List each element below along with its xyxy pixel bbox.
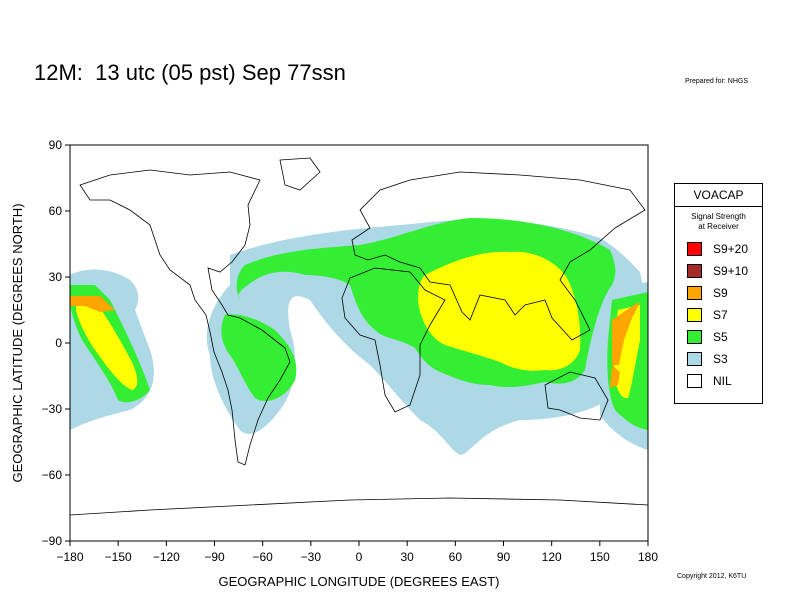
legend-label: S9+20 <box>713 242 749 256</box>
x-tick-label: 0 <box>356 550 363 564</box>
legend-swatch <box>687 286 702 300</box>
x-tick-label: 120 <box>542 550 562 564</box>
map-title: 12M: 13 utc (05 pst) Sep 77ssn <box>34 60 346 85</box>
x-tick-label: −180 <box>56 550 83 564</box>
antarctica-outline <box>70 497 648 516</box>
legend-item-s9: S9 <box>675 282 762 304</box>
y-axis-label: GEOGRAPHIC LATITUDE (DEGREES NORTH) <box>10 203 25 482</box>
legend-item-s7: S7 <box>675 304 762 326</box>
legend-label: S5 <box>713 330 728 344</box>
legend-swatch <box>687 308 702 322</box>
coverage-s7 <box>76 251 640 399</box>
legend-label: S9+10 <box>713 264 749 278</box>
x-tick-label: −90 <box>204 550 225 564</box>
coastlines <box>70 157 648 516</box>
x-tick-label: −150 <box>105 550 132 564</box>
australia-outline <box>544 371 609 421</box>
y-tick-label: −30 <box>42 402 63 416</box>
legend-swatch <box>687 374 702 388</box>
y-axis-ticks: 90 60 30 0 −30 −60 −90 <box>42 138 70 548</box>
legend-item-nil: NIL <box>675 370 762 392</box>
legend: VOACAP Signal Strength at Receiver S9+20… <box>674 183 763 404</box>
y-tick-label: 0 <box>55 336 62 350</box>
legend-swatch <box>687 264 702 278</box>
x-axis-label: GEOGRAPHIC LONGITUDE (DEGREES EAST) <box>219 574 500 589</box>
copyright-note: Copyright 2012, K6TU <box>677 573 747 580</box>
x-tick-label: −60 <box>252 550 273 564</box>
legend-swatch <box>687 330 702 344</box>
coverage-layers <box>70 157 648 516</box>
legend-item-s9-10: S9+10 <box>675 260 762 282</box>
y-tick-label: 60 <box>49 204 63 218</box>
legend-swatch <box>687 352 702 366</box>
y-tick-label: 30 <box>49 270 63 284</box>
legend-item-s9-20: S9+20 <box>675 238 762 260</box>
x-tick-label: 150 <box>590 550 610 564</box>
legend-item-s5: S5 <box>675 326 762 348</box>
legend-label: NIL <box>713 374 732 388</box>
legend-label: S9 <box>713 286 728 300</box>
x-tick-label: 60 <box>449 550 463 564</box>
americas-outline <box>79 169 291 466</box>
legend-label: S7 <box>713 308 728 322</box>
x-tick-label: −120 <box>153 550 180 564</box>
prepared-for-note: Prepared for: NHGS <box>685 78 749 85</box>
legend-subtitle-line2: at Receiver <box>698 222 739 231</box>
x-tick-label: 30 <box>400 550 414 564</box>
legend-label: S3 <box>713 352 728 366</box>
x-tick-label: 90 <box>497 550 511 564</box>
eurasia-outline <box>351 171 646 341</box>
legend-list: S9+20 S9+10 S9 S7 S5 S3 NIL <box>675 238 762 392</box>
coverage-s9 <box>70 296 640 388</box>
legend-subtitle: Signal Strength at Receiver <box>675 212 762 232</box>
legend-swatch <box>687 242 702 256</box>
legend-title: VOACAP <box>675 184 762 207</box>
y-tick-label: −90 <box>42 534 63 548</box>
x-tick-label: −30 <box>301 550 322 564</box>
legend-subtitle-line1: Signal Strength <box>691 212 746 221</box>
africa-outline <box>341 267 446 413</box>
greenland-outline <box>279 157 321 191</box>
x-tick-label: 180 <box>638 550 658 564</box>
y-tick-label: 90 <box>49 138 63 152</box>
y-tick-label: −60 <box>42 468 63 482</box>
x-axis-ticks: −180 −150 −120 −90 −60 −30 0 30 60 90 120 150 180 <box>56 541 658 564</box>
legend-item-s3: S3 <box>675 348 762 370</box>
